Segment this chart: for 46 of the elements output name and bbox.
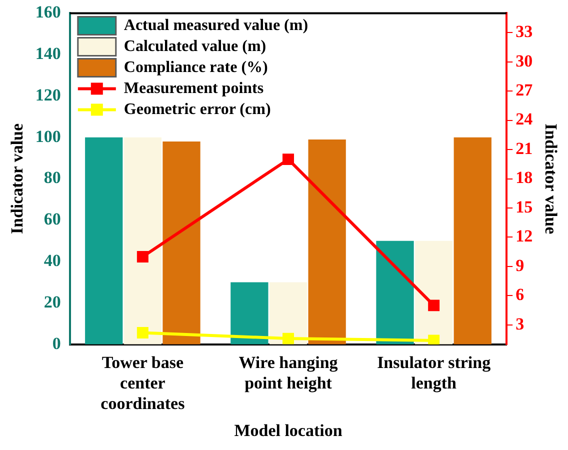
y-tick-label: 120 <box>35 85 61 104</box>
bar <box>162 142 200 344</box>
y-tick-label: 140 <box>35 44 61 63</box>
y2-tick-label: 15 <box>516 197 533 216</box>
y2-tick-label: 18 <box>516 168 533 188</box>
y-axis-title: Indicator value <box>8 123 27 234</box>
bar <box>230 282 268 344</box>
y2-tick-label: 24 <box>516 110 534 129</box>
legend-label: Actual measured value (m) <box>124 16 308 34</box>
point <box>428 300 440 312</box>
bar <box>124 137 162 344</box>
y-tick-label: 80 <box>44 168 61 188</box>
y2-tick-label: 33 <box>516 22 533 42</box>
point <box>136 250 148 262</box>
bar <box>308 139 346 344</box>
y-tick-label: 20 <box>44 292 61 312</box>
y2-tick-label: 30 <box>516 51 533 70</box>
y2-tick-label: 12 <box>516 226 533 246</box>
y2-tick-label: 27 <box>516 80 534 100</box>
y2-axis-title: Indicator value <box>541 123 560 235</box>
y-tick-label: 40 <box>44 250 61 270</box>
point <box>282 332 294 344</box>
bar <box>85 137 123 344</box>
x-tick-label: Wire hanging point height <box>238 352 338 392</box>
point <box>282 154 294 166</box>
y-tick-label: 160 <box>35 2 61 22</box>
x-tick-label: Tower base center coordinates <box>100 352 186 413</box>
y2-tick-label: 9 <box>516 256 524 275</box>
y-tick-label: 0 <box>52 334 61 353</box>
point <box>428 334 440 344</box>
y2-tick-label: 6 <box>516 285 524 304</box>
y-tick-label: 60 <box>44 210 61 229</box>
x-axis-title: Model location <box>234 421 343 440</box>
bar <box>454 137 492 344</box>
legend-label: Geometric error (cm) <box>124 100 271 118</box>
y2-tick-label: 3 <box>516 314 524 334</box>
legend-label: Calculated value (m) <box>124 38 266 55</box>
legend-label: Measurement points <box>124 80 264 97</box>
bar <box>376 240 414 344</box>
y-tick-label: 100 <box>35 126 61 146</box>
y2-tick-label: 21 <box>516 138 533 158</box>
bar <box>414 240 453 344</box>
legend-label: Compliance rate (%) <box>124 58 268 76</box>
bar <box>269 282 308 344</box>
x-tick-label: Insulator string length <box>377 352 492 392</box>
point <box>136 326 148 338</box>
